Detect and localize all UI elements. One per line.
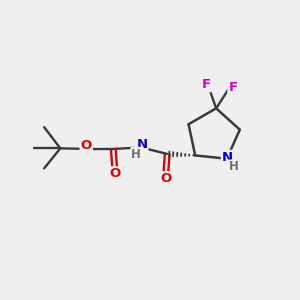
Text: F: F	[202, 78, 211, 91]
Text: H: H	[131, 148, 141, 161]
Text: F: F	[228, 81, 238, 94]
Text: O: O	[160, 172, 171, 185]
Text: N: N	[222, 151, 233, 164]
Text: O: O	[81, 140, 92, 152]
Text: H: H	[228, 160, 238, 173]
Text: O: O	[109, 167, 120, 180]
Text: N: N	[136, 138, 147, 151]
